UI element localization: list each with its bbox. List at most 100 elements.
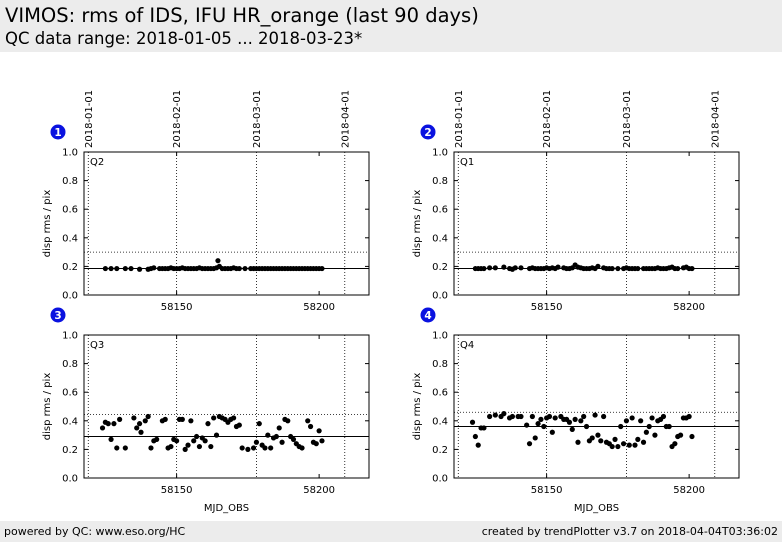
- y-tick-label: 0.0: [62, 474, 78, 485]
- y-tick-label: 0.6: [62, 388, 78, 399]
- x-tick-label: 58150: [531, 485, 563, 496]
- data-point: [620, 441, 627, 447]
- data-point: [191, 438, 197, 444]
- panel-q1: 2018-01-01 2018-02-01 2018-03-01 2018-04-01…: [412, 90, 740, 313]
- panel-q3: 0.0 0.2 0.4 0.6 0.8 1.0 58150 58200 Q3 disp rms /…: [42, 307, 370, 514]
- data-point: [111, 421, 117, 427]
- x-tick-label: 58200: [673, 485, 705, 496]
- data-point: [601, 413, 607, 420]
- data-point: [535, 421, 541, 427]
- footer-generator: created by trendPlotter v3.7 on 2018-04-…: [481, 525, 778, 538]
- data-point: [629, 415, 635, 421]
- data-point: [250, 445, 257, 451]
- data-point: [211, 415, 217, 421]
- data-point: [592, 412, 598, 418]
- y-tick-label: 0.2: [62, 445, 78, 456]
- data-point: [108, 436, 114, 442]
- panel-number: 4: [424, 310, 431, 322]
- plot-frame: [453, 151, 740, 296]
- data-point: [481, 265, 487, 272]
- data-point: [202, 438, 208, 444]
- data-point: [572, 416, 578, 422]
- data-point: [509, 413, 516, 420]
- data-point: [552, 415, 558, 421]
- page-title: VIMOS: rms of IDS, IFU HR_orange (last 9…: [5, 4, 479, 27]
- y-tick-label: 1.0: [62, 148, 78, 159]
- data-point: [612, 436, 618, 442]
- plot-frame: [83, 151, 370, 296]
- y-tick-label: 0.6: [432, 388, 448, 399]
- data-point: [213, 432, 220, 438]
- panel-number-badge: [420, 307, 436, 323]
- data-point: [487, 413, 493, 420]
- data-point: [529, 413, 535, 420]
- panel-number-badge: [50, 307, 66, 323]
- y-tick-label: 0.0: [432, 291, 448, 302]
- data-point: [589, 435, 595, 441]
- data-point: [581, 413, 587, 420]
- y-tick-label: 0.8: [432, 176, 448, 187]
- data-point: [236, 265, 242, 272]
- panel-label: Q2: [90, 157, 104, 168]
- data-point: [136, 266, 143, 272]
- data-point: [138, 429, 144, 435]
- data-point: [672, 441, 678, 447]
- date-tick-label: 2018-01-01: [454, 90, 465, 148]
- date-tick-label: 2018-01-01: [84, 90, 95, 148]
- data-point: [481, 425, 487, 431]
- data-point: [236, 422, 242, 428]
- x-tick-label: 58150: [531, 302, 563, 313]
- data-point: [518, 265, 524, 271]
- data-point: [313, 441, 319, 447]
- data-point: [549, 429, 555, 435]
- data-point: [193, 433, 200, 440]
- data-point: [666, 423, 672, 430]
- data-point: [526, 441, 533, 447]
- data-point: [290, 436, 297, 442]
- y-tick-label: 0.8: [432, 359, 448, 370]
- data-point: [117, 416, 123, 422]
- y-axis-label: disp rms / pix: [42, 373, 53, 441]
- data-point: [253, 439, 260, 445]
- data-point: [541, 423, 547, 430]
- y-tick-label: 0.2: [62, 262, 78, 273]
- data-point: [162, 416, 168, 422]
- data-point: [208, 443, 214, 450]
- y-tick-label: 0.0: [62, 291, 78, 302]
- data-point: [142, 418, 148, 424]
- data-point: [578, 418, 584, 424]
- data-point: [501, 411, 507, 417]
- panel-label: Q3: [90, 340, 104, 351]
- x-axis-label: MJD_OBS: [204, 503, 249, 514]
- data-point: [652, 432, 658, 438]
- panel-q4: 0.0 0.2 0.4 0.6 0.8 1.0 58150 58200 Q4 disp rms /…: [412, 307, 740, 514]
- data-point: [626, 442, 632, 448]
- data-point: [518, 413, 524, 420]
- data-point: [475, 442, 481, 448]
- plot-frame: [83, 334, 370, 479]
- data-point: [689, 433, 695, 440]
- data-point: [196, 443, 203, 450]
- data-point: [122, 265, 128, 272]
- data-point: [546, 413, 553, 420]
- data-point: [501, 264, 507, 270]
- data-point: [598, 438, 604, 444]
- data-point: [319, 265, 325, 272]
- data-point: [677, 432, 684, 438]
- data-point: [285, 418, 291, 424]
- data-point: [472, 433, 478, 440]
- data-point: [566, 419, 573, 425]
- y-axis-label: disp rms / pix: [412, 190, 423, 258]
- data-point: [635, 436, 641, 442]
- data-point: [643, 429, 649, 435]
- data-point: [469, 419, 476, 425]
- data-point: [583, 423, 590, 430]
- y-tick-label: 0.4: [62, 416, 78, 427]
- x-axis-label: MJD_OBS: [574, 503, 619, 514]
- page-header: VIMOS: rms of IDS, IFU HR_orange (last 9…: [0, 0, 782, 52]
- panel-number-badge: [420, 124, 436, 140]
- page-footer: powered by QC: www.eso.org/HC created by…: [0, 521, 782, 542]
- x-tick-label: 58150: [161, 302, 193, 313]
- data-point: [686, 413, 692, 420]
- data-point: [575, 439, 581, 445]
